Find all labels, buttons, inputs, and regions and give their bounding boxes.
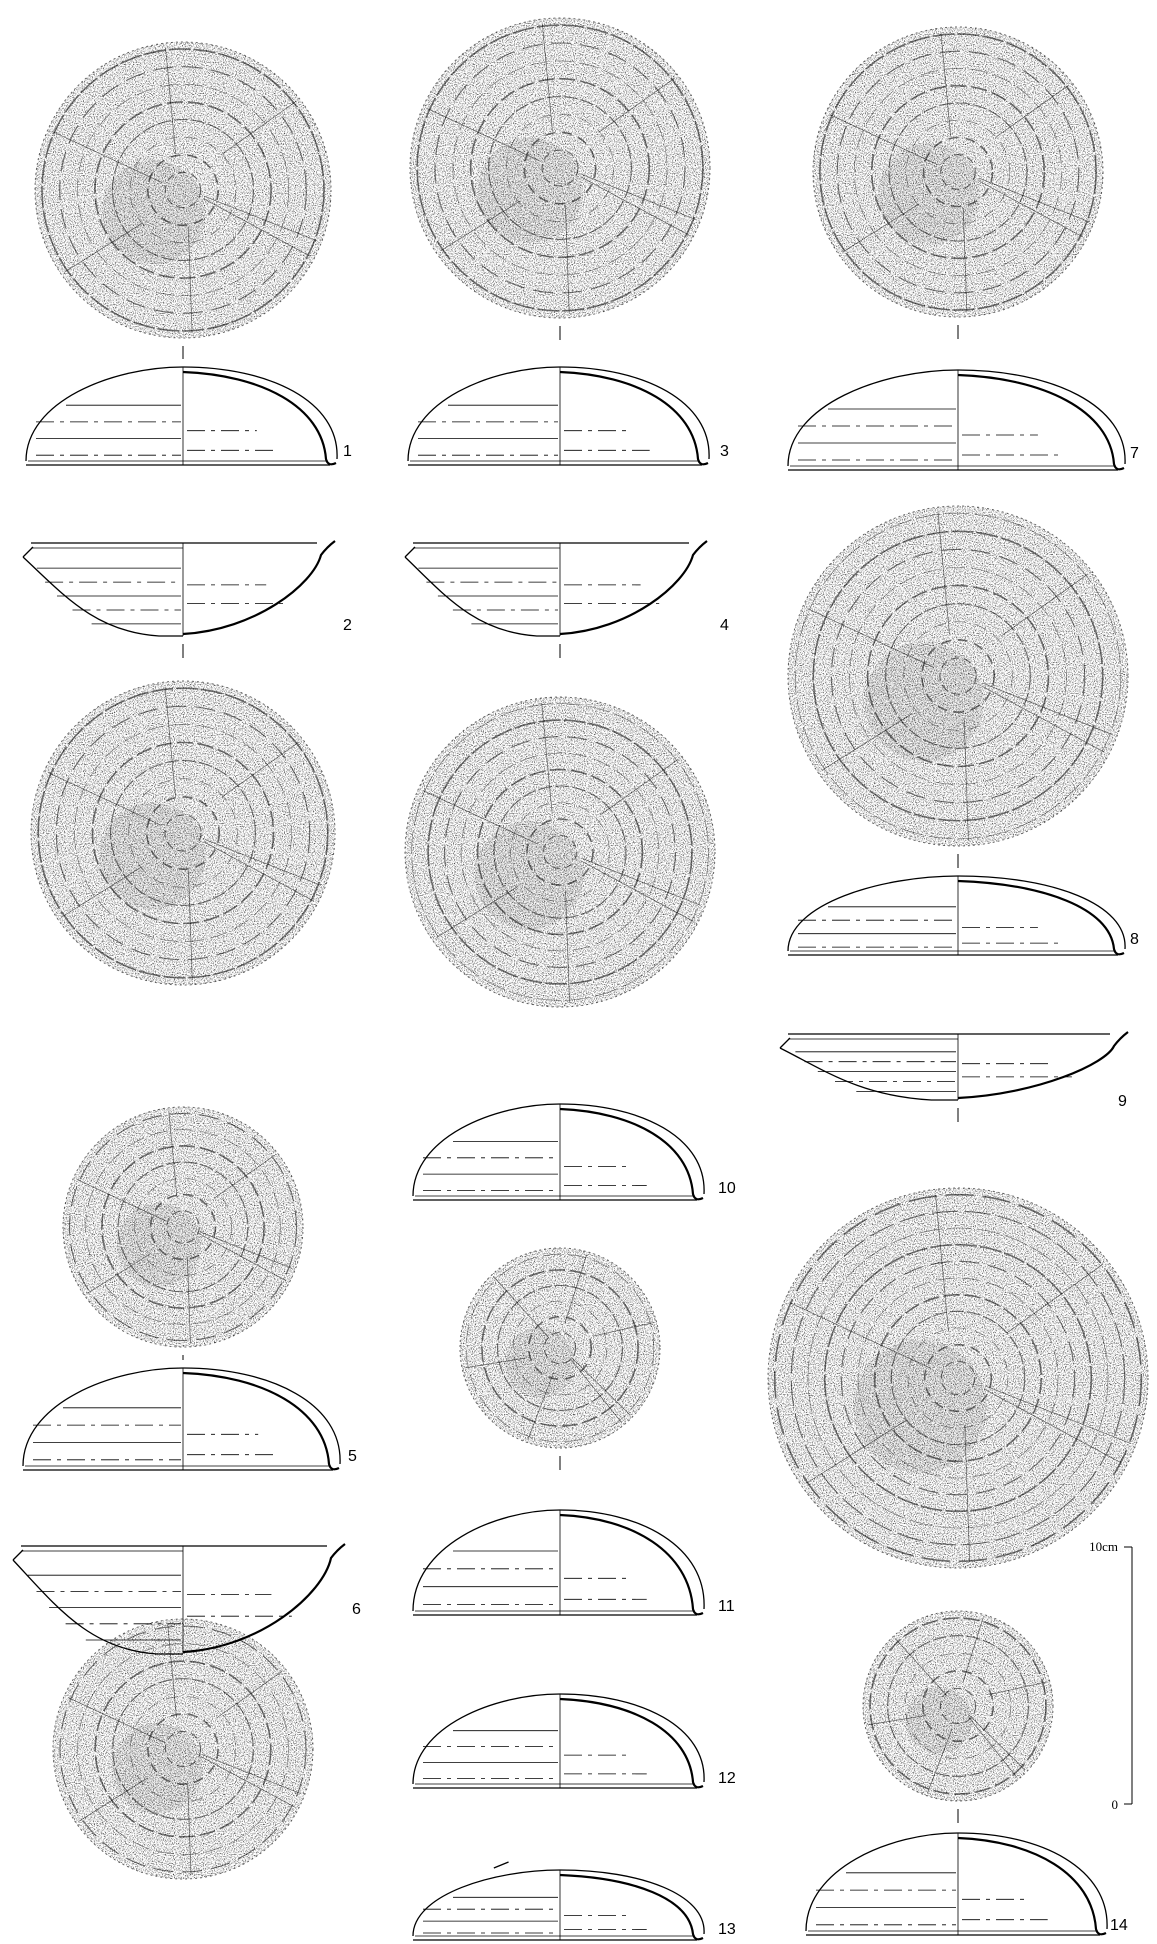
rubbing-6: [52, 1618, 314, 1880]
profile-14: [805, 1832, 1108, 1936]
profile-2: [22, 540, 336, 637]
rubbing-8: [787, 505, 1129, 847]
profile-13: [412, 1861, 705, 1941]
profile-1: [25, 366, 338, 466]
specimen-number-8: 8: [1130, 931, 1139, 948]
profile-6: [12, 1543, 346, 1655]
specimen-number-1: 1: [343, 443, 352, 460]
specimen-number-3: 3: [720, 443, 729, 460]
profile-11: [412, 1509, 705, 1616]
specimen-number-6: 6: [352, 1601, 361, 1618]
specimen-number-13: 13: [718, 1921, 736, 1938]
specimen-number-12: 12: [718, 1770, 736, 1787]
rubbing-11: [459, 1247, 661, 1449]
scale-bar-bottom-label: 0: [1112, 1797, 1119, 1812]
specimen-number-4: 4: [720, 617, 729, 634]
rubbing-4: [404, 696, 716, 1008]
profile-4: [404, 540, 708, 637]
specimen-number-11: 11: [718, 1598, 735, 1615]
rubbing-2: [30, 680, 336, 986]
specimen-number-9: 9: [1118, 1093, 1127, 1110]
rubbing-9: [767, 1187, 1149, 1569]
rubbing-3: [409, 17, 711, 319]
profile-3: [407, 366, 710, 466]
scale-bar-top-label: 10cm: [1089, 1539, 1118, 1554]
specimen-number-10: 10: [718, 1180, 736, 1197]
specimen-number-7: 7: [1130, 445, 1139, 462]
profile-7: [787, 369, 1126, 471]
profile-12: [412, 1693, 705, 1789]
rubbing-7: [812, 26, 1104, 318]
profile-10: [412, 1103, 705, 1201]
profile-5: [22, 1367, 341, 1471]
rubbing-14: [862, 1610, 1054, 1802]
profile-8: [787, 875, 1126, 956]
rubbing-1: [34, 41, 332, 339]
rubbing-5: [62, 1106, 304, 1348]
specimen-number-2: 2: [343, 617, 352, 634]
profile-9: [779, 1031, 1129, 1101]
scale-bar: 10cm 0: [1089, 1539, 1133, 1812]
specimen-number-5: 5: [348, 1448, 357, 1465]
specimen-number-14: 14: [1110, 1917, 1128, 1934]
